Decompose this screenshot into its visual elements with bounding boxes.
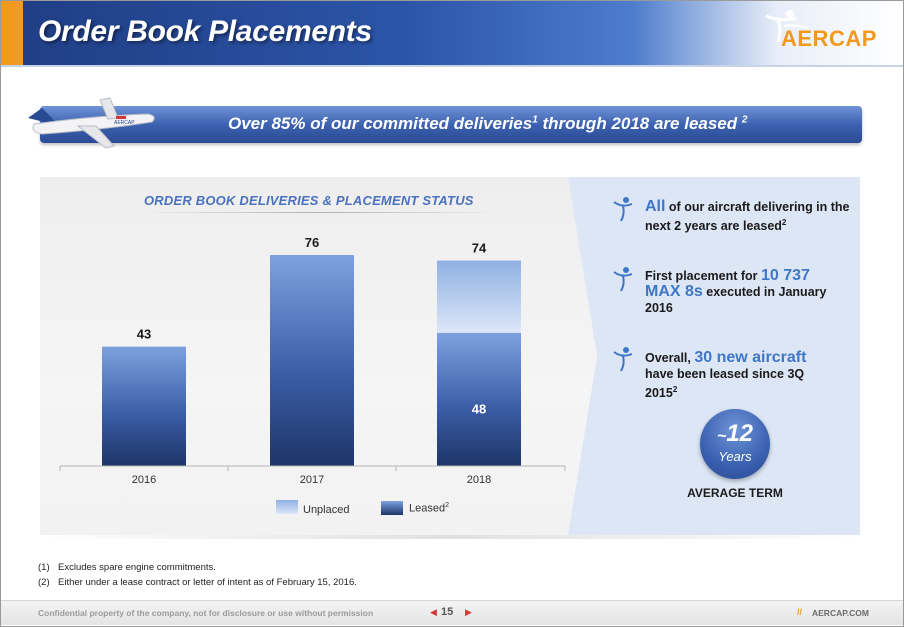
data-label-leased-2018: 48 (472, 401, 486, 416)
legend-label-unplaced: Unplaced (303, 504, 350, 516)
average-term-unit: Years (718, 449, 752, 464)
prev-page-icon[interactable]: ◀ (430, 607, 437, 617)
data-label-total-2017: 76 (305, 235, 319, 250)
data-label-total-2016: 43 (137, 327, 151, 342)
logo-text: AERCAP (781, 26, 877, 51)
legend-label-leased: Leased2 (409, 502, 449, 515)
x-tick-label-2017: 2017 (300, 474, 324, 486)
x-tick-label-2016: 2016 (132, 474, 156, 486)
person-icon (613, 197, 633, 222)
svg-text:AERCAP: AERCAP (114, 120, 135, 126)
bar-leased-2018 (437, 332, 521, 466)
bar-chart: 43 2016 76 2017 74 2018 48 (59, 235, 566, 486)
website-link[interactable]: AERCAP.COM (812, 608, 869, 618)
aercap-logo-icon (765, 10, 809, 43)
bar-leased-2017 (270, 254, 354, 466)
bullet-3: Overall, 30 new aircraft have been lease… (645, 349, 807, 401)
average-term-label: AVERAGE TERM (687, 486, 783, 500)
person-icon (613, 267, 633, 292)
headline-text: Over 85% of our committed deliveries1 th… (228, 114, 748, 133)
footnote-1: (1) Excludes spare engine commitments. (38, 562, 216, 573)
bar-leased-2016 (102, 346, 186, 466)
highlights-panel (568, 177, 860, 535)
legend-swatch-unplaced (276, 500, 298, 514)
data-label-total-2018: 74 (472, 241, 487, 256)
header-bar (1, 1, 903, 65)
confidential-notice: Confidential property of the company, no… (38, 608, 374, 618)
panel-shadow (40, 535, 860, 539)
page-number: 15 (441, 606, 454, 618)
average-term-value: ~12 (716, 420, 754, 447)
bullet-2: First placement for 10 737 MAX 8s execut… (645, 267, 827, 316)
footnote-2: (2) Either under a lease contract or lett… (38, 577, 357, 588)
headline-banner (40, 106, 862, 143)
footer-slash: // (797, 607, 803, 617)
x-tick-label-2018: 2018 (467, 474, 491, 486)
header-divider (1, 65, 903, 67)
person-icon (613, 347, 633, 372)
chart-title-underline (140, 212, 500, 213)
header-accent (1, 1, 23, 65)
chart-title: ORDER BOOK DELIVERIES & PLACEMENT STATUS (144, 193, 474, 208)
bar-unplaced-2018 (437, 260, 521, 333)
legend-swatch-leased (381, 501, 403, 515)
airplane-icon: AERCAP (28, 97, 155, 149)
next-page-icon[interactable]: ▶ (465, 607, 472, 617)
page-title: Order Book Placements (38, 15, 372, 48)
footer-bar (1, 600, 903, 625)
average-term-badge (700, 409, 770, 479)
bullet-1: All of our aircraft delivering in the ne… (645, 198, 850, 234)
